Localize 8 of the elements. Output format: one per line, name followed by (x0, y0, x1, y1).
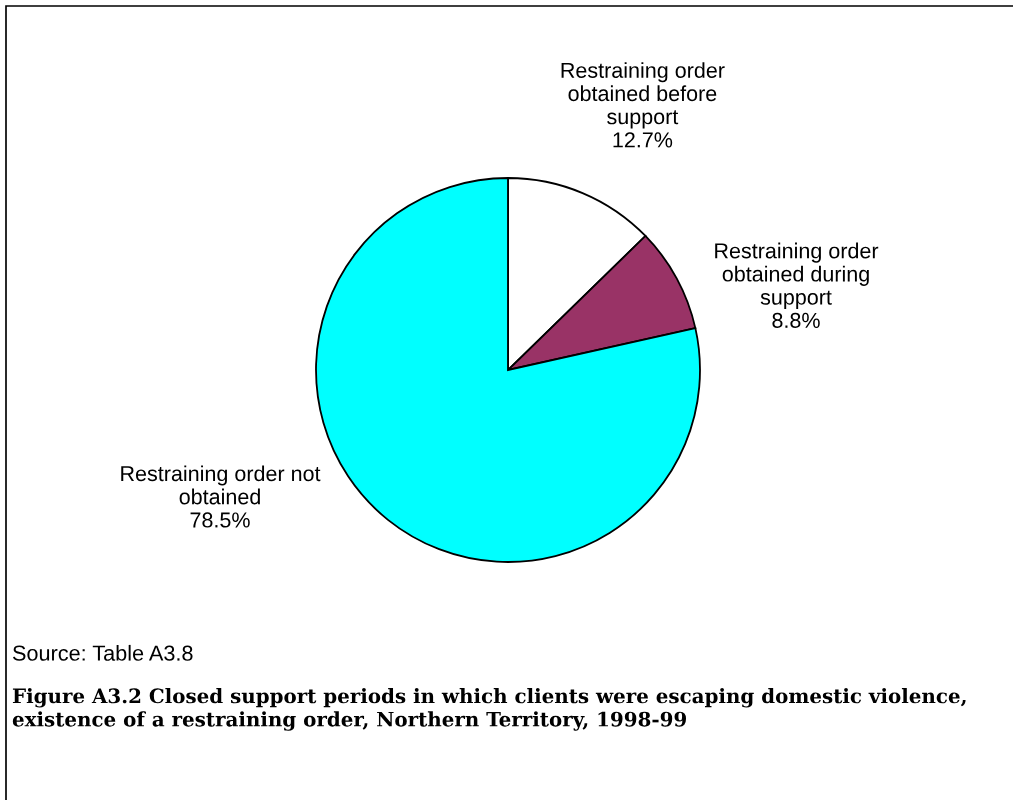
slice-label: Restraining order obtained before support (561, 62, 725, 129)
text: Figure A3.2 Closed support periods in which clients were escaping domestic violence, existence of a restraining order, Northern Territory, 1998-99 (12, 688, 966, 731)
slice-label: Restraining order not obtained (121, 465, 321, 505)
slice-label: Restraining order obtained during support (715, 242, 879, 310)
data-label: 8.8% (772, 312, 820, 328)
data-label: 12.7% (613, 132, 673, 148)
source-note: Source: Table A3.8 (12, 644, 193, 661)
data-label: 78.5% (190, 512, 250, 528)
